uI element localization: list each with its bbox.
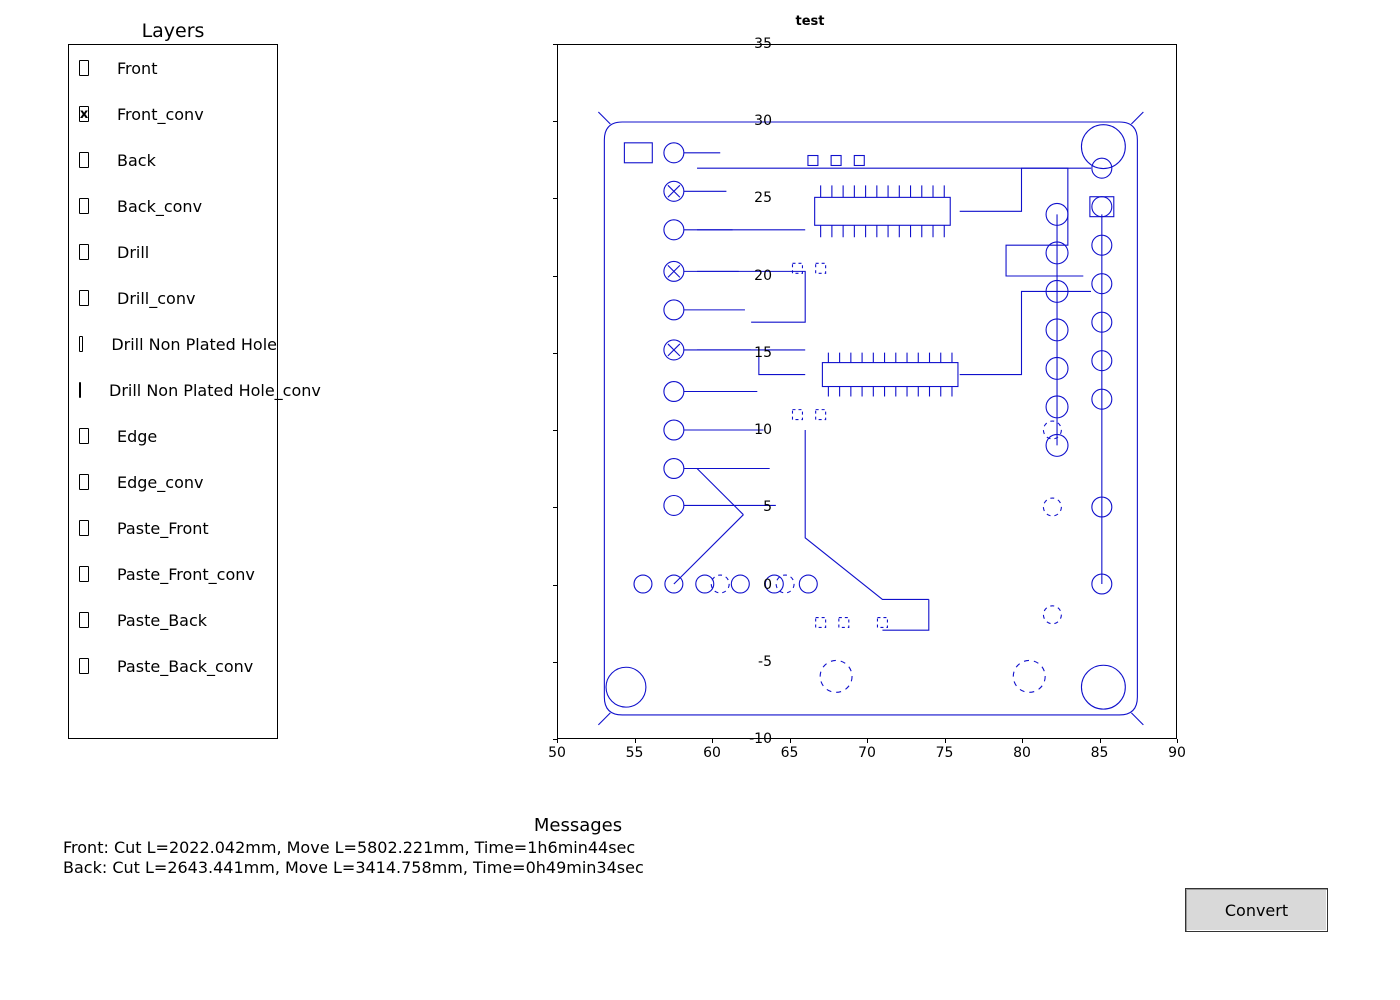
ytick-mark xyxy=(553,276,557,277)
messages-body: Front: Cut L=2022.042mm, Move L=5802.221… xyxy=(63,838,644,878)
ytick-label: 25 xyxy=(732,190,772,206)
layer-checkbox[interactable] xyxy=(79,566,89,582)
xtick-mark xyxy=(712,739,713,743)
ytick-mark xyxy=(553,121,557,122)
ytick-mark xyxy=(553,507,557,508)
layer-label: Drill_conv xyxy=(117,289,195,308)
layer-label: Paste_Front_conv xyxy=(117,565,255,584)
layer-row[interactable]: Drill_conv xyxy=(69,275,277,321)
ytick-label: -5 xyxy=(732,654,772,670)
layer-checkbox[interactable] xyxy=(79,428,89,444)
layer-row[interactable]: Front xyxy=(69,45,277,91)
layer-row[interactable]: Paste_Back xyxy=(69,597,277,643)
layer-label: Drill Non Plated Hole xyxy=(111,335,277,354)
layer-label: Edge xyxy=(117,427,157,446)
xtick-mark xyxy=(945,739,946,743)
xtick-label: 70 xyxy=(858,745,876,761)
layer-label: Paste_Back_conv xyxy=(117,657,253,676)
xtick-label: 50 xyxy=(548,745,566,761)
layer-row[interactable]: Back_conv xyxy=(69,183,277,229)
ytick-label: 15 xyxy=(732,345,772,361)
layer-checkbox[interactable] xyxy=(79,152,89,168)
ytick-mark xyxy=(553,44,557,45)
layer-checkbox[interactable] xyxy=(79,336,83,352)
ytick-label: 10 xyxy=(732,422,772,438)
layer-label: Drill xyxy=(117,243,149,262)
ytick-mark xyxy=(553,430,557,431)
xtick-label: 60 xyxy=(703,745,721,761)
xtick-label: 75 xyxy=(936,745,954,761)
layer-row[interactable]: Paste_Front_conv xyxy=(69,551,277,597)
ytick-mark xyxy=(553,353,557,354)
xtick-mark xyxy=(1100,739,1101,743)
pcb-plot-svg xyxy=(558,45,1176,738)
layer-label: Back xyxy=(117,151,156,170)
plot-title: test xyxy=(480,14,1140,29)
layer-row[interactable]: Paste_Front xyxy=(69,505,277,551)
layers-panel: Front Front_conv Back Back_conv Drill Drill_c… xyxy=(68,44,278,739)
layer-checkbox[interactable] xyxy=(79,474,89,490)
layer-checkbox[interactable] xyxy=(79,290,89,306)
ytick-label: 5 xyxy=(732,499,772,515)
ytick-label: 20 xyxy=(732,268,772,284)
layer-checkbox[interactable] xyxy=(79,382,81,398)
layer-label: Back_conv xyxy=(117,197,202,216)
xtick-mark xyxy=(867,739,868,743)
layer-checkbox[interactable] xyxy=(79,198,89,214)
xtick-mark xyxy=(1022,739,1023,743)
ytick-mark xyxy=(553,585,557,586)
layer-row[interactable]: Drill Non Plated Hole_conv xyxy=(69,367,277,413)
xtick-mark xyxy=(557,739,558,743)
ytick-label: 30 xyxy=(732,113,772,129)
layer-row[interactable]: Edge_conv xyxy=(69,459,277,505)
layer-row[interactable]: Paste_Back_conv xyxy=(69,643,277,689)
layer-row[interactable]: Edge xyxy=(69,413,277,459)
ytick-label: 35 xyxy=(732,36,772,52)
layer-row[interactable]: Front_conv xyxy=(69,91,277,137)
layer-checkbox[interactable] xyxy=(79,520,89,536)
layer-label: Front xyxy=(117,59,157,78)
xtick-label: 80 xyxy=(1013,745,1031,761)
xtick-label: 65 xyxy=(781,745,799,761)
layer-label: Paste_Back xyxy=(117,611,207,630)
layer-label: Front_conv xyxy=(117,105,204,124)
layer-row[interactable]: Drill xyxy=(69,229,277,275)
ytick-label: 0 xyxy=(732,577,772,593)
xtick-mark xyxy=(790,739,791,743)
layers-title: Layers xyxy=(68,20,278,42)
layer-checkbox[interactable] xyxy=(79,658,89,674)
messages-title: Messages xyxy=(68,815,1088,836)
xtick-label: 90 xyxy=(1168,745,1186,761)
plot-area xyxy=(557,44,1177,739)
ytick-mark xyxy=(553,198,557,199)
layer-row[interactable]: Drill Non Plated Hole xyxy=(69,321,277,367)
xtick-mark xyxy=(1177,739,1178,743)
convert-button[interactable]: Convert xyxy=(1185,888,1328,932)
xtick-label: 85 xyxy=(1091,745,1109,761)
layer-checkbox[interactable] xyxy=(79,244,89,260)
layer-label: Drill Non Plated Hole_conv xyxy=(109,381,321,400)
ytick-mark xyxy=(553,662,557,663)
layer-checkbox[interactable] xyxy=(79,106,89,122)
xtick-label: 55 xyxy=(626,745,644,761)
ytick-label: -10 xyxy=(732,731,772,747)
layer-checkbox[interactable] xyxy=(79,60,89,76)
layer-row[interactable]: Back xyxy=(69,137,277,183)
layer-checkbox[interactable] xyxy=(79,612,89,628)
layer-label: Paste_Front xyxy=(117,519,209,538)
xtick-mark xyxy=(635,739,636,743)
layer-label: Edge_conv xyxy=(117,473,203,492)
